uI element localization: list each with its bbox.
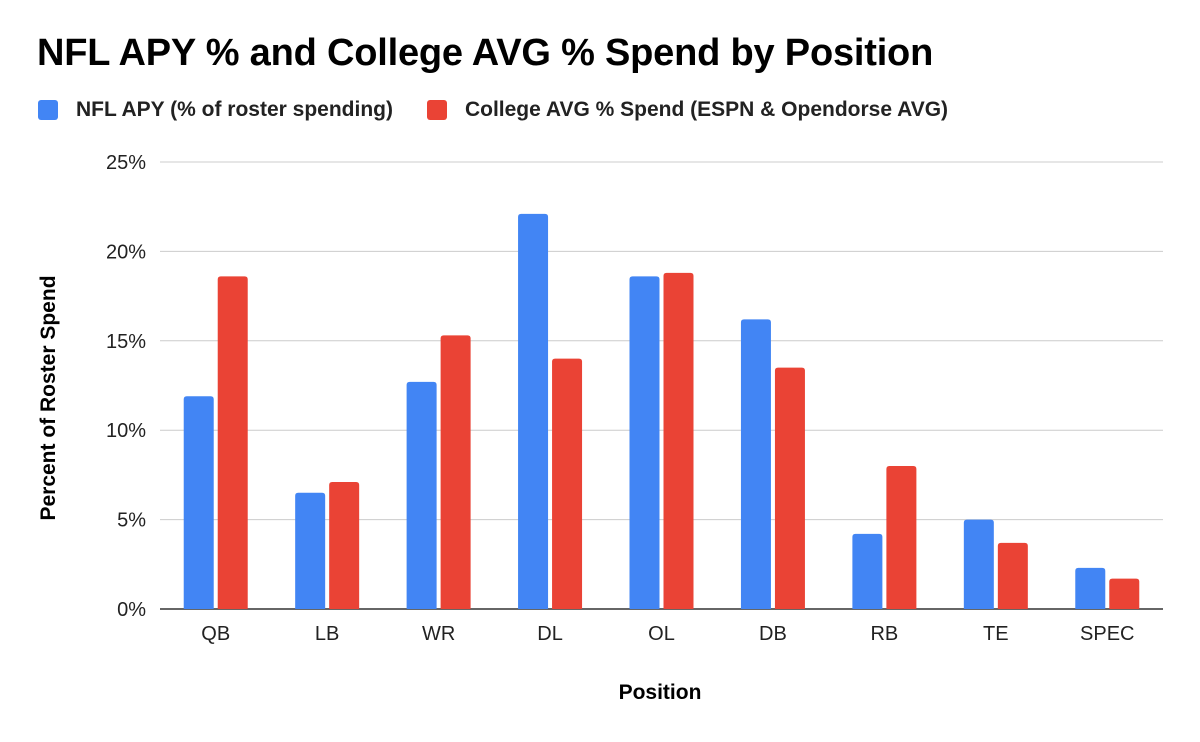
chart-title: NFL APY % and College AVG % Spend by Pos…: [37, 32, 934, 74]
x-tick-label: DB: [759, 623, 787, 645]
legend-swatch-college: [426, 100, 447, 120]
y-tick-label: 10%: [106, 420, 146, 442]
legend-label-college: College AVG % Spend (ESPN & Opendorse AV…: [464, 98, 949, 121]
legend-swatch-nfl: [38, 100, 58, 120]
bar-nfl-db[interactable]: [740, 319, 771, 609]
y-tick-label: 5%: [117, 510, 146, 532]
x-axis-title: Position: [619, 681, 702, 704]
y-tick-label: 20%: [106, 241, 146, 263]
y-tick-label: 0%: [117, 599, 146, 621]
bar-nfl-dl[interactable]: [518, 213, 549, 610]
bar-college-db[interactable]: [774, 367, 805, 609]
bar-nfl-lb[interactable]: [295, 492, 326, 609]
x-tick-label: OL: [648, 623, 675, 645]
bar-nfl-rb[interactable]: [852, 533, 883, 609]
legend-item-college[interactable]: College AVG % Spend (ESPN & Opendorse AV…: [426, 98, 949, 122]
x-tick-label: RB: [870, 623, 898, 645]
legend-label-nfl: NFL APY (% of roster spending): [76, 98, 393, 121]
x-tick-label: SPEC: [1080, 623, 1134, 645]
x-tick-label: DL: [537, 623, 563, 645]
y-tick-label: 25%: [106, 152, 146, 174]
bar-nfl-spec[interactable]: [1075, 567, 1106, 609]
bar-nfl-qb[interactable]: [183, 396, 214, 609]
bar-college-ol[interactable]: [663, 272, 694, 609]
bar-nfl-wr[interactable]: [406, 381, 437, 609]
y-tick-label: 15%: [106, 331, 146, 353]
bar-college-te[interactable]: [997, 542, 1028, 609]
bar-college-qb[interactable]: [217, 276, 248, 609]
x-tick-label: TE: [983, 623, 1009, 645]
bar-college-spec[interactable]: [1109, 578, 1140, 609]
bar-college-lb[interactable]: [329, 482, 360, 609]
y-axis-title: Percent of Roster Spend: [37, 275, 60, 520]
x-tick-label: WR: [422, 623, 455, 645]
bar-college-rb[interactable]: [886, 465, 917, 609]
bar-nfl-te[interactable]: [963, 519, 994, 609]
bar-nfl-ol[interactable]: [629, 276, 660, 609]
bar-college-dl[interactable]: [552, 358, 583, 609]
legend-item-nfl[interactable]: NFL APY (% of roster spending): [38, 98, 393, 122]
x-tick-label: QB: [201, 623, 230, 645]
bar-college-wr[interactable]: [440, 335, 471, 609]
x-tick-label: LB: [315, 623, 339, 645]
legend: NFL APY (% of roster spending) College A…: [38, 98, 982, 122]
